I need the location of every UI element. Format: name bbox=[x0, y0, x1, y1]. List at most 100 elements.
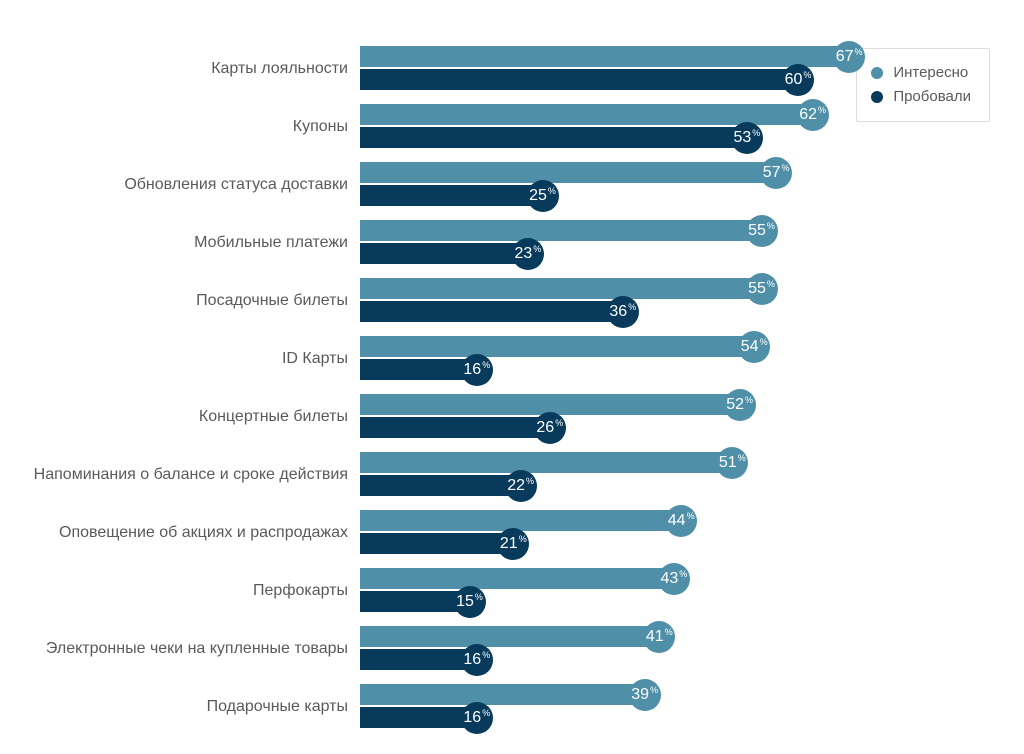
percent-sign: % bbox=[745, 396, 753, 405]
bar-tried: 25% bbox=[360, 185, 543, 206]
percent-sign: % bbox=[760, 338, 768, 347]
category-label: Мобильные платежи bbox=[14, 214, 354, 272]
value-number: 55 bbox=[748, 223, 766, 239]
percent-sign: % bbox=[803, 71, 811, 80]
bar-group: 55%23% bbox=[360, 220, 1000, 266]
bar-group: 55%36% bbox=[360, 278, 1000, 324]
value-number: 21 bbox=[500, 536, 518, 552]
bar-interested: 44% bbox=[360, 510, 681, 531]
chart-row: Мобильные платежи55%23% bbox=[0, 214, 1024, 272]
value-cap-interested: 62% bbox=[797, 99, 829, 131]
value-cap-interested: 54% bbox=[738, 331, 770, 363]
percent-sign: % bbox=[679, 570, 687, 579]
chart-row: Напоминания о балансе и сроке действия 51… bbox=[0, 446, 1024, 504]
bar-tried: 16% bbox=[360, 707, 477, 728]
percent-sign: % bbox=[752, 129, 760, 138]
value-number: 25 bbox=[529, 188, 547, 204]
chart-row: Электронные чеки на купленные товары41%1… bbox=[0, 620, 1024, 678]
category-label: Купоны bbox=[14, 98, 354, 156]
bar-interested: 43% bbox=[360, 568, 674, 589]
category-label: Подарочные карты bbox=[14, 678, 354, 736]
category-label: Перфокарты bbox=[14, 562, 354, 620]
bar-tried: 22% bbox=[360, 475, 521, 496]
bar-interested: 55% bbox=[360, 278, 762, 299]
percent-sign: % bbox=[854, 48, 862, 57]
value-number: 60 bbox=[785, 72, 803, 88]
chart-rows: Карты лояльности67%60%Купоны62%53%Обновл… bbox=[0, 40, 1024, 736]
chart-row: Подарочные карты39%16% bbox=[0, 678, 1024, 736]
category-label: Оповещение об акциях и распродажах bbox=[14, 504, 354, 562]
bar-interested: 41% bbox=[360, 626, 659, 647]
value-number: 44 bbox=[668, 513, 686, 529]
value-cap-tried: 16% bbox=[461, 702, 493, 734]
value-cap-tried: 25% bbox=[527, 180, 559, 212]
bar-group: 39%16% bbox=[360, 684, 1000, 730]
percent-sign: % bbox=[767, 222, 775, 231]
value-number: 54 bbox=[741, 339, 759, 355]
percent-sign: % bbox=[526, 477, 534, 486]
category-label: Напоминания о балансе и сроке действия bbox=[14, 446, 354, 504]
percent-sign: % bbox=[548, 187, 556, 196]
percent-sign: % bbox=[482, 709, 490, 718]
chart-row: Карты лояльности67%60% bbox=[0, 40, 1024, 98]
value-number: 62 bbox=[799, 107, 817, 123]
percent-sign: % bbox=[555, 419, 563, 428]
value-number: 52 bbox=[726, 397, 744, 413]
chart-row: Оповещение об акциях и распродажах44%21% bbox=[0, 504, 1024, 562]
percent-sign: % bbox=[519, 535, 527, 544]
percent-sign: % bbox=[533, 245, 541, 254]
value-number: 15 bbox=[456, 594, 474, 610]
value-number: 22 bbox=[507, 478, 525, 494]
value-cap-interested: 57% bbox=[760, 157, 792, 189]
value-cap-interested: 44% bbox=[665, 505, 697, 537]
percent-sign: % bbox=[482, 361, 490, 370]
category-label: Посадочные билеты bbox=[14, 272, 354, 330]
bar-group: 41% 16% bbox=[360, 626, 1000, 672]
bar-group: 57%25% bbox=[360, 162, 1000, 208]
bar-tried: 15% bbox=[360, 591, 470, 612]
bar-interested: 39% bbox=[360, 684, 645, 705]
value-cap-tried: 21% bbox=[497, 528, 529, 560]
value-cap-tried: 36% bbox=[607, 296, 639, 328]
chart-row: ID Карты54%16% bbox=[0, 330, 1024, 388]
category-label: Концертные билеты bbox=[14, 388, 354, 446]
value-number: 41 bbox=[646, 629, 664, 645]
value-cap-interested: 67% bbox=[833, 41, 865, 73]
bar-interested: 51% bbox=[360, 452, 732, 473]
value-number: 16 bbox=[463, 710, 481, 726]
bar-tried: 60% bbox=[360, 69, 798, 90]
value-number: 57 bbox=[763, 165, 781, 181]
value-cap-interested: 55% bbox=[746, 215, 778, 247]
percent-sign: % bbox=[781, 164, 789, 173]
value-cap-tried: 26% bbox=[534, 412, 566, 444]
category-label: Карты лояльности bbox=[14, 40, 354, 98]
bar-tried: 36% bbox=[360, 301, 623, 322]
bar-group: 52% 26% bbox=[360, 394, 1000, 440]
percent-sign: % bbox=[628, 303, 636, 312]
bar-interested: 67% bbox=[360, 46, 849, 67]
value-number: 51 bbox=[719, 455, 737, 471]
bar-tried: 21% bbox=[360, 533, 513, 554]
value-cap-tried: 23% bbox=[512, 238, 544, 270]
bar-tried: 16% bbox=[360, 359, 477, 380]
value-number: 67 bbox=[836, 49, 854, 65]
bar-group: 51%22% bbox=[360, 452, 1000, 498]
value-cap-interested: 39% bbox=[629, 679, 661, 711]
value-number: 16 bbox=[463, 652, 481, 668]
chart-row: Концертные билеты52%26% bbox=[0, 388, 1024, 446]
value-cap-interested: 55% bbox=[746, 273, 778, 305]
chart-container: Интересно Пробовали Карты лояльности67%6… bbox=[0, 0, 1024, 754]
percent-sign: % bbox=[687, 512, 695, 521]
percent-sign: % bbox=[475, 593, 483, 602]
bar-group: 54% 16% bbox=[360, 336, 1000, 382]
bar-tried: 26% bbox=[360, 417, 550, 438]
percent-sign: % bbox=[650, 686, 658, 695]
value-number: 53 bbox=[733, 130, 751, 146]
chart-row: Обновления статуса доставки57%25% bbox=[0, 156, 1024, 214]
value-cap-tried: 53% bbox=[731, 122, 763, 154]
percent-sign: % bbox=[482, 651, 490, 660]
value-number: 36 bbox=[609, 304, 627, 320]
value-number: 43 bbox=[660, 571, 678, 587]
value-cap-interested: 41% bbox=[643, 621, 675, 653]
value-cap-tried: 60% bbox=[782, 64, 814, 96]
